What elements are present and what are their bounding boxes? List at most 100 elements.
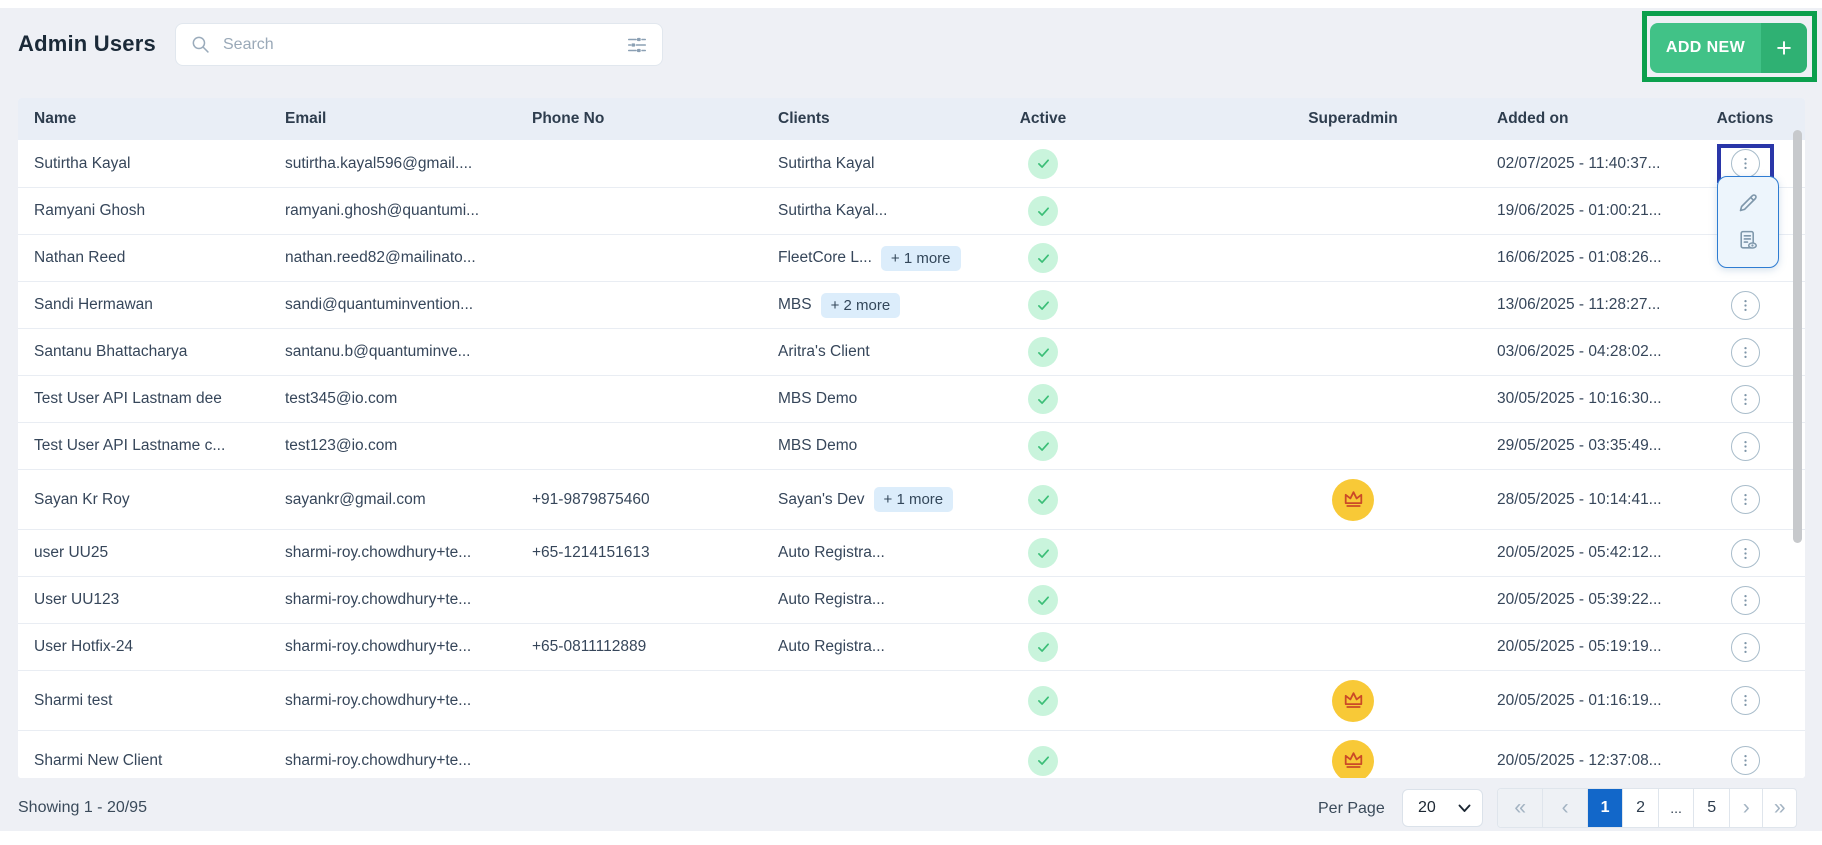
row-actions-kebab-icon[interactable] xyxy=(1730,585,1760,615)
cell-active xyxy=(953,290,1133,320)
cell-actions xyxy=(1702,746,1788,775)
client-name: FleetCore L... xyxy=(778,249,872,266)
table-row[interactable]: Test User API Lastname c... test123@io.c… xyxy=(18,422,1805,469)
active-check-icon xyxy=(1028,243,1058,273)
table-row[interactable]: user UU25 sharmi-roy.chowdhury+te... +65… xyxy=(18,529,1805,576)
cell-email: sharmi-roy.chowdhury+te... xyxy=(285,638,472,655)
cell-added-on: 03/06/2025 - 04:28:02... xyxy=(1497,343,1662,360)
pagination-page-1[interactable]: 1 xyxy=(1586,789,1623,827)
row-actions-kebab-icon[interactable] xyxy=(1730,746,1760,775)
cell-email: sharmi-roy.chowdhury+te... xyxy=(285,591,472,608)
cell-added-on: 30/05/2025 - 10:16:30... xyxy=(1497,390,1662,407)
cell-superadmin xyxy=(1209,679,1497,722)
add-new-button[interactable]: ADD NEW + xyxy=(1650,23,1807,73)
client-name: MBS Demo xyxy=(778,390,858,407)
kebab-wrap xyxy=(1730,585,1760,615)
search-input[interactable] xyxy=(223,35,626,54)
chevron-down-icon xyxy=(1458,804,1471,812)
cell-phone: +65-1214151613 xyxy=(532,544,650,561)
pencil-icon xyxy=(1739,193,1757,211)
cell-added-on: 16/06/2025 - 01:08:26... xyxy=(1497,249,1662,266)
table-header-row: Name Email Phone No Clients Active Super… xyxy=(18,98,1805,140)
table-row[interactable]: Santanu Bhattacharya santanu.b@quantumin… xyxy=(18,328,1805,375)
cell-clients: MBS Demo xyxy=(778,390,953,408)
column-header-added-on: Added on xyxy=(1497,110,1569,127)
cell-added-on: 20/05/2025 - 05:42:12... xyxy=(1497,544,1662,561)
filter-sliders-icon[interactable] xyxy=(626,34,648,56)
cell-added-on: 20/05/2025 - 12:37:08... xyxy=(1497,751,1662,769)
row-actions-kebab-icon[interactable] xyxy=(1730,149,1760,178)
pagination-page-2[interactable]: 2 xyxy=(1622,789,1658,827)
cell-actions xyxy=(1702,485,1788,514)
cell-clients: Aritra's Client xyxy=(778,343,953,361)
edit-button[interactable] xyxy=(1736,191,1760,215)
active-check-icon xyxy=(1028,337,1058,367)
client-name: Aritra's Client xyxy=(778,343,870,360)
table-row[interactable]: Sutirtha Kayal sutirtha.kayal596@gmail..… xyxy=(18,140,1805,187)
more-clients-badge[interactable]: + 1 more xyxy=(873,487,954,512)
cell-added-on: 19/06/2025 - 01:00:21... xyxy=(1497,202,1662,219)
kebab-wrap xyxy=(1730,746,1760,775)
cell-actions xyxy=(1702,632,1788,662)
admin-users-table: Name Email Phone No Clients Active Super… xyxy=(18,98,1805,778)
row-actions-kebab-icon[interactable] xyxy=(1730,431,1760,461)
view-log-button[interactable] xyxy=(1736,228,1761,253)
kebab-wrap xyxy=(1730,632,1760,662)
active-check-icon xyxy=(1028,484,1058,515)
table-row[interactable]: Sharmi New Client sharmi-roy.chowdhury+t… xyxy=(18,730,1805,778)
pagination-page-5[interactable]: 5 xyxy=(1693,789,1729,827)
row-actions-kebab-icon[interactable] xyxy=(1730,290,1760,320)
cell-name: Sutirtha Kayal xyxy=(34,154,131,172)
search-box[interactable] xyxy=(175,23,663,66)
kebab-wrap xyxy=(1730,538,1760,568)
per-page-select[interactable]: 20 xyxy=(1402,789,1483,827)
cell-active xyxy=(953,431,1133,461)
cell-name: Test User API Lastnam dee xyxy=(34,390,222,407)
row-actions-menu xyxy=(1717,176,1779,268)
cell-clients: Sutirtha Kayal... xyxy=(778,202,953,220)
pagination-next[interactable]: › xyxy=(1728,789,1763,827)
table-row[interactable]: Sandi Hermawan sandi@quantuminvention...… xyxy=(18,281,1805,328)
cell-phone: +65-0811112889 xyxy=(532,638,647,655)
table-row[interactable]: User UU123 sharmi-roy.chowdhury+te... Au… xyxy=(18,576,1805,623)
vertical-scrollbar-thumb[interactable] xyxy=(1793,130,1802,543)
table-row[interactable]: Ramyani Ghosh ramyani.ghosh@quantumi... … xyxy=(18,187,1805,234)
more-clients-badge[interactable]: + 1 more xyxy=(880,245,961,271)
top-margin xyxy=(0,0,1822,8)
pagination-prev[interactable]: ‹ xyxy=(1542,789,1587,827)
row-actions-kebab-icon[interactable] xyxy=(1730,485,1760,514)
cell-actions xyxy=(1702,384,1788,414)
table-row[interactable]: User Hotfix-24 sharmi-roy.chowdhury+te..… xyxy=(18,623,1805,670)
pagination-first[interactable]: « xyxy=(1498,789,1543,827)
client-name: Auto Registra... xyxy=(778,638,885,655)
cell-clients: Auto Registra... xyxy=(778,544,953,562)
pagination-last[interactable]: » xyxy=(1762,789,1796,827)
active-check-icon xyxy=(1028,538,1058,568)
cell-name: Sayan Kr Roy xyxy=(34,490,130,508)
row-actions-kebab-icon[interactable] xyxy=(1730,686,1760,715)
row-actions-kebab-icon[interactable] xyxy=(1730,632,1760,662)
table-row[interactable]: Test User API Lastnam dee test345@io.com… xyxy=(18,375,1805,422)
active-check-icon xyxy=(1028,585,1058,615)
cell-active xyxy=(953,632,1133,662)
search-icon xyxy=(192,36,209,53)
table-row[interactable]: Sayan Kr Roy sayankr@gmail.com +91-98798… xyxy=(18,469,1805,529)
cell-added-on: 13/06/2025 - 11:28:27... xyxy=(1497,296,1661,313)
client-name: Sayan's Dev xyxy=(778,490,865,508)
table-row[interactable]: Nathan Reed nathan.reed82@mailinato... F… xyxy=(18,234,1805,281)
cell-active xyxy=(953,685,1133,716)
cell-name: Santanu Bhattacharya xyxy=(34,343,188,360)
kebab-wrap xyxy=(1730,686,1760,715)
row-actions-kebab-icon[interactable] xyxy=(1730,337,1760,367)
row-actions-kebab-icon[interactable] xyxy=(1730,538,1760,568)
cell-clients: Sayan's Dev + 1 more xyxy=(778,487,954,512)
active-check-icon xyxy=(1028,196,1058,226)
cell-name: Ramyani Ghosh xyxy=(34,202,146,219)
table-row[interactable]: Sharmi test sharmi-roy.chowdhury+te... 2… xyxy=(18,670,1805,730)
cell-name: Sharmi test xyxy=(34,691,113,709)
row-actions-kebab-icon[interactable] xyxy=(1730,384,1760,414)
cell-name: Sandi Hermawan xyxy=(34,296,153,313)
cell-active xyxy=(953,337,1133,367)
column-header-email: Email xyxy=(285,110,327,127)
more-clients-badge[interactable]: + 2 more xyxy=(820,292,901,318)
